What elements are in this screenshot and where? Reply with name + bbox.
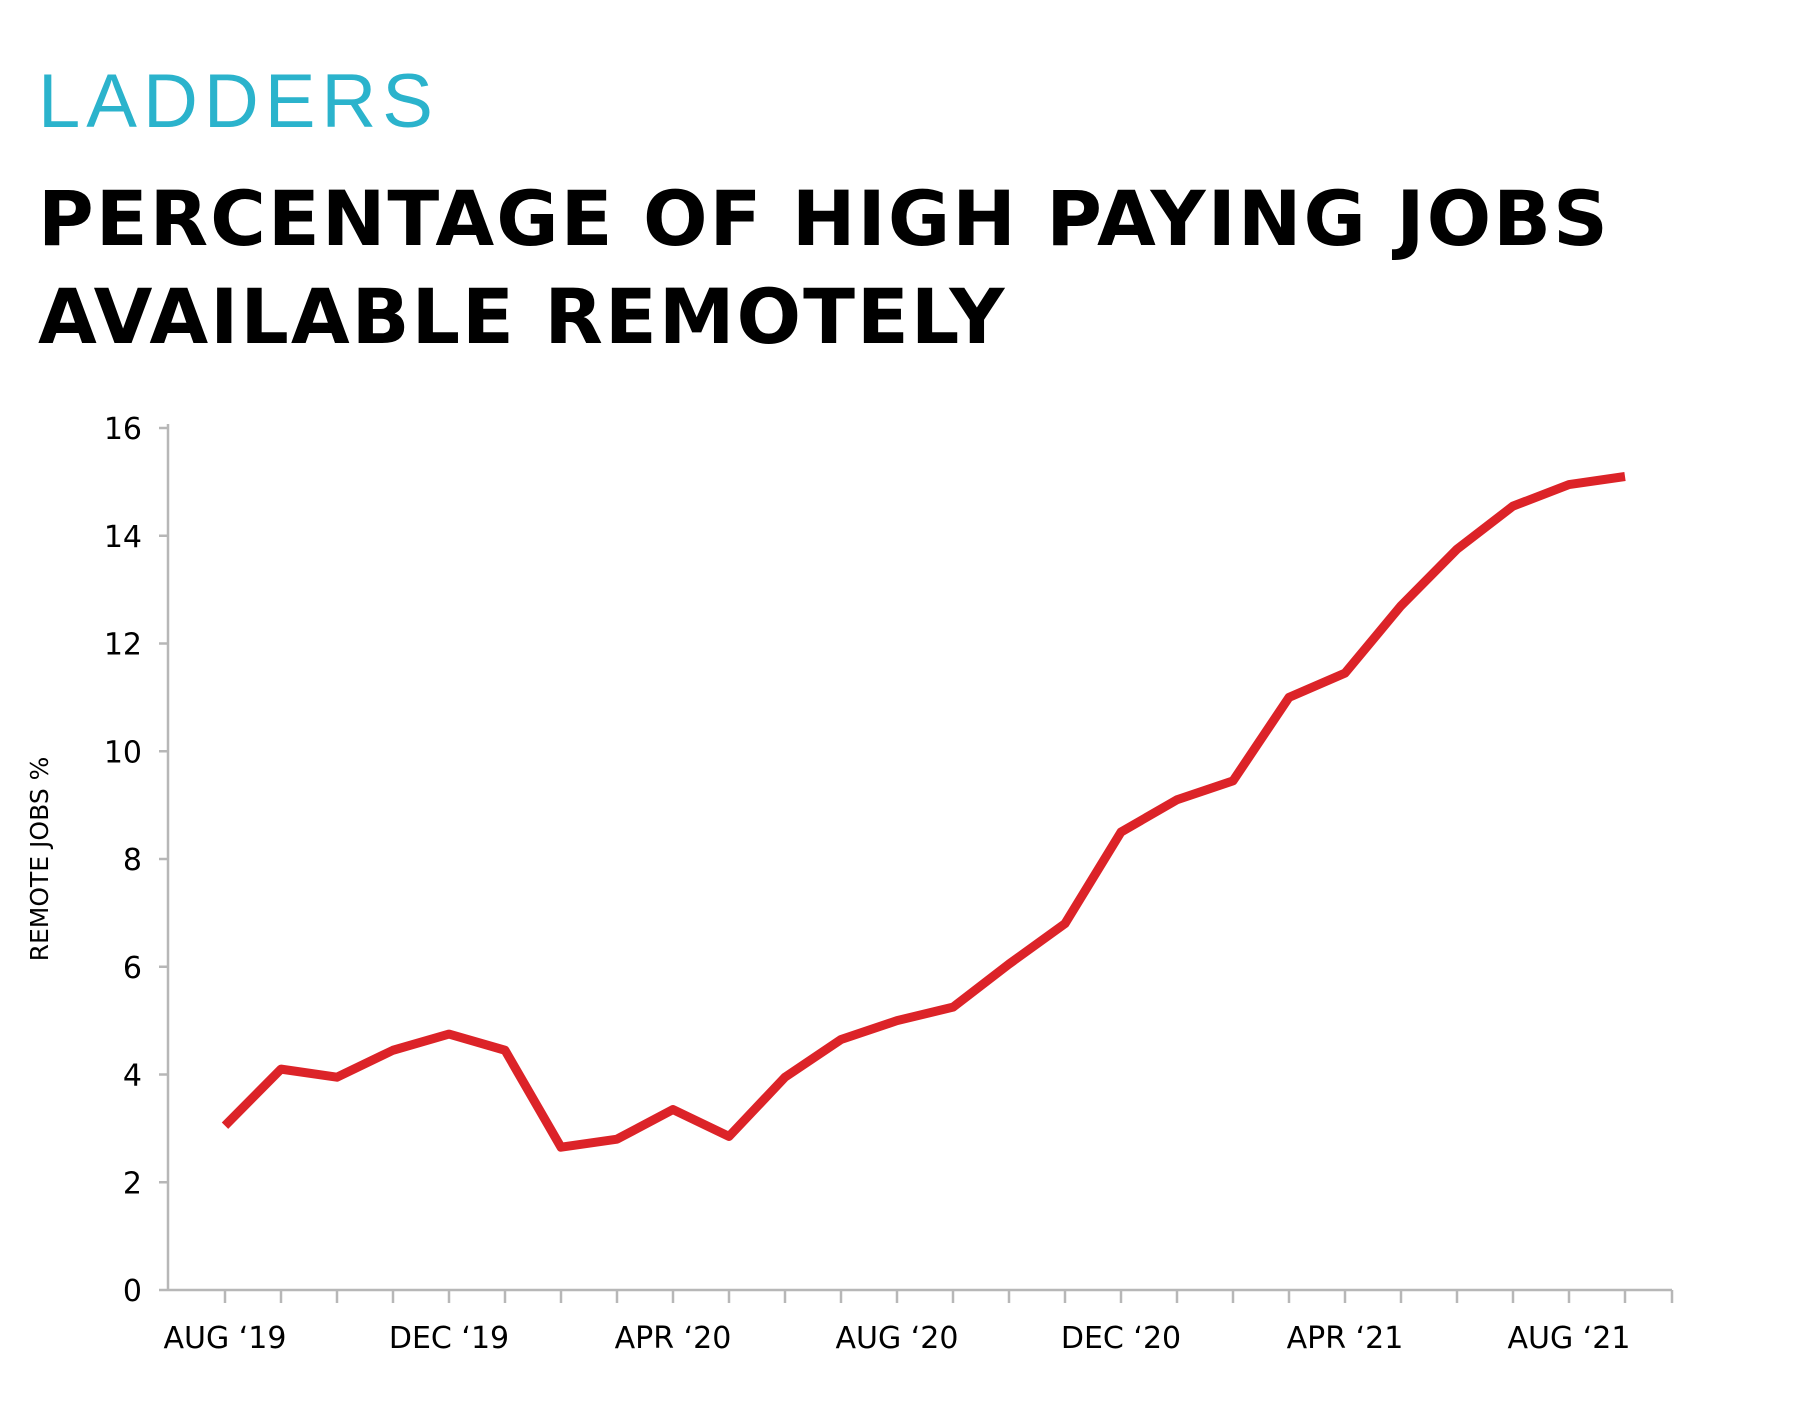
- y-tick-label: 10: [104, 735, 142, 770]
- data-point: [1065, 923, 1066, 924]
- series-line-0: [221, 472, 1626, 1152]
- x-tick-label: APR ‘21: [1287, 1321, 1404, 1356]
- data-point: [505, 1050, 506, 1051]
- y-tick-label: 8: [123, 843, 142, 878]
- data-point: [1121, 832, 1122, 833]
- data-point: [673, 1109, 674, 1110]
- data-point: [729, 1136, 730, 1137]
- x-tick-label: AUG ‘21: [1508, 1321, 1631, 1356]
- y-axis-title: REMOTE JOBS %: [25, 757, 54, 962]
- y-tick-label: 2: [123, 1166, 142, 1201]
- data-point: [785, 1077, 786, 1078]
- chart-title-line-1: PERCENTAGE OF HIGH PAYING JOBS: [38, 174, 1610, 263]
- data-point: [1513, 506, 1514, 507]
- y-tick-label: 16: [104, 412, 142, 447]
- data-point: [617, 1139, 618, 1140]
- data-point: [1289, 697, 1290, 698]
- series-group: [221, 472, 1626, 1152]
- data-point: [1177, 799, 1178, 800]
- y-tick-label: 4: [123, 1059, 142, 1094]
- data-point: [1457, 549, 1458, 550]
- data-point: [1569, 484, 1570, 485]
- x-tick-label: DEC ‘19: [389, 1321, 509, 1356]
- x-tick-label: APR ‘20: [615, 1321, 732, 1356]
- chart-title-line-2: AVAILABLE REMOTELY: [38, 272, 1007, 361]
- chart-title: PERCENTAGE OF HIGH PAYING JOBS AVAILABLE…: [38, 170, 1778, 366]
- y-tick-label: 0: [123, 1274, 142, 1309]
- x-tick-label: AUG ‘19: [164, 1321, 287, 1356]
- data-point: [953, 1007, 954, 1008]
- data-point: [337, 1077, 338, 1078]
- data-point: [449, 1034, 450, 1035]
- data-point: [281, 1069, 282, 1070]
- x-axis: AUG ‘19 DEC ‘19 APR ‘20 AUG ‘20 DEC ‘20 APR ‘…: [164, 1288, 1674, 1356]
- y-tick-label: 12: [104, 628, 142, 663]
- y-axis: 0 2 4 6 8 10 12 14 16: [104, 412, 170, 1309]
- y-tick-label: 6: [123, 951, 142, 986]
- x-tick-label: AUG ‘20: [836, 1321, 959, 1356]
- data-point: [1345, 673, 1346, 674]
- x-tick-label: DEC ‘20: [1061, 1321, 1181, 1356]
- data-point: [1401, 605, 1402, 606]
- data-point: [897, 1020, 898, 1021]
- data-point: [841, 1039, 842, 1040]
- data-point: [1625, 476, 1626, 477]
- data-point: [393, 1050, 394, 1051]
- data-point: [225, 1125, 226, 1126]
- y-tick-label: 14: [104, 520, 142, 555]
- data-point: [1233, 780, 1234, 781]
- ladders-logo[interactable]: LADDERS: [38, 59, 439, 144]
- data-point: [561, 1147, 562, 1148]
- data-point: [1009, 964, 1010, 965]
